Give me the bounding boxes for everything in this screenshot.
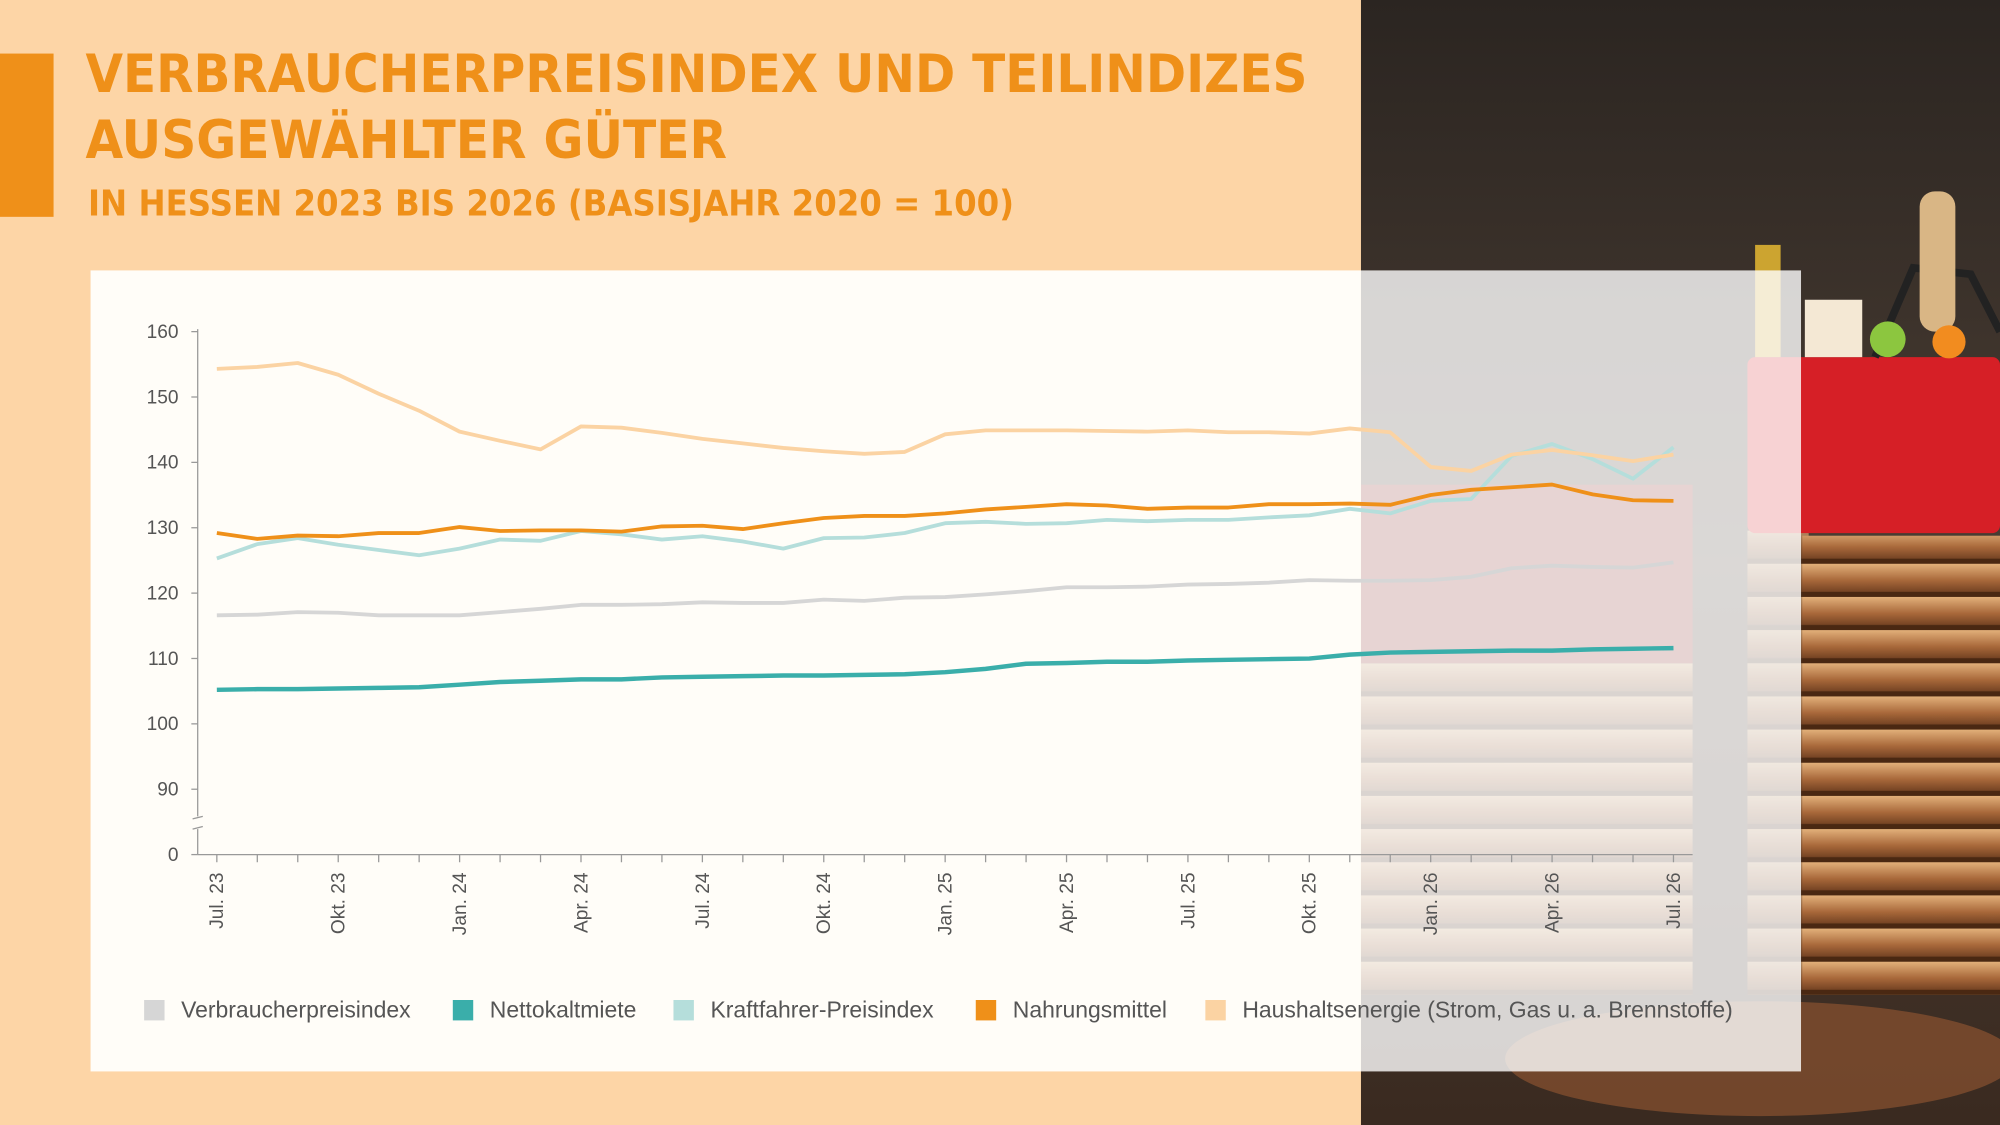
y-tick-label: 130 [147, 518, 179, 539]
panel [90, 270, 1361, 1072]
legend-label: Nahrungsmittel [1013, 997, 1167, 1023]
accent-bar [0, 53, 54, 217]
x-tick-label: Apr. 26 [1542, 872, 1563, 933]
x-tick-label: Apr. 25 [1057, 872, 1078, 933]
y-tick-label: 160 [147, 322, 179, 343]
chart-title: VERBRAUCHERPREISINDEX UND TEILINDIZES [85, 44, 1307, 105]
legend-label: Kraftfahrer-Preisindex [710, 997, 934, 1023]
axis-break [192, 815, 203, 830]
chart-subtitle: IN HESSEN 2023 BIS 2026 (BASISJAHR 2020 … [88, 184, 1014, 225]
x-tick-label: Jan. 26 [1421, 872, 1442, 935]
y-tick-label: 140 [147, 453, 179, 474]
x-tick-label: Okt. 25 [1300, 872, 1321, 934]
x-tick-label: Jan. 24 [450, 872, 471, 935]
legend-label: Nettokaltmiete [490, 997, 637, 1023]
line-series [216, 361, 1674, 473]
line-series [216, 560, 1674, 618]
y-tick-label: 110 [148, 649, 179, 670]
y-tick-label: 100 [147, 714, 179, 735]
x-tick-label: Okt. 24 [814, 872, 835, 934]
x-tick-label: Okt. 23 [329, 872, 350, 934]
legend-swatch [1205, 1000, 1226, 1021]
y-tick-label: 0 [168, 845, 179, 866]
y-tick-label: 120 [147, 583, 179, 604]
line-series [216, 645, 1674, 693]
x-tick-label: Jul. 26 [1664, 872, 1685, 928]
legend-label: Verbraucherpreisindex [181, 997, 411, 1023]
x-tick-label: Jul. 24 [693, 872, 714, 929]
panel-overlay [1360, 270, 1802, 1072]
chart-title: AUSGEWÄHLTER GÜTER [85, 109, 727, 171]
x-tick-label: Jan. 25 [936, 872, 957, 935]
line-series [216, 482, 1674, 541]
y-tick-label: 150 [147, 387, 179, 408]
x-tick-label: Apr. 24 [571, 872, 592, 933]
legend-swatch [452, 1000, 474, 1021]
y-tick-label: 90 [157, 780, 178, 801]
legend-swatch [144, 1000, 165, 1021]
legend-label: Haushaltsenergie (Strom, Gas u. a. Brenn… [1242, 997, 1732, 1023]
x-tick-label: Jul. 23 [207, 872, 228, 928]
x-tick-label: Jul. 25 [1178, 872, 1199, 928]
legend-swatch [975, 1000, 997, 1021]
line-series [216, 442, 1675, 561]
legend-swatch [673, 1000, 694, 1021]
